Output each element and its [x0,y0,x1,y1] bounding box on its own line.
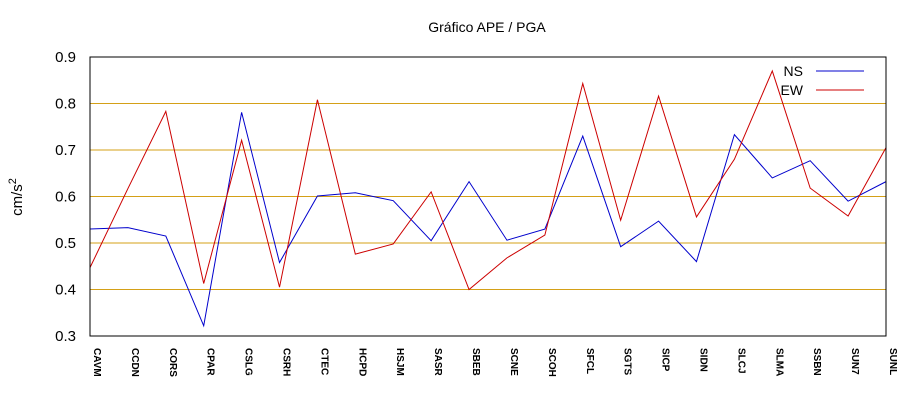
x-tick-label: SLCJ [735,348,746,374]
series-layer [89,69,887,328]
x-tick-label: CTEC [318,348,329,375]
chart-title: Gráfico APE / PGA [428,19,546,35]
x-tick-label: SUNL [887,348,898,375]
x-tick-label: SICP [660,348,671,372]
series-line-ew [89,69,887,291]
x-tick-label: SIDN [697,348,708,372]
x-axis: CAVM CCDN CORS CPAR CSLG CSRH CTEC HCPD HSJM SASR… [91,348,898,377]
x-tick-label: CPAR [205,348,216,376]
legend: NS EW [780,63,864,98]
x-tick-label: SCOH [546,348,557,377]
y-axis: 0.3 0.4 0.5 0.6 0.7 0.8 0.9 [55,49,76,345]
y-tick-label: 0.9 [55,49,76,66]
x-tick-label: SBEB [470,348,481,376]
legend-label-ns: NS [784,63,803,79]
series-line-ns [89,112,887,328]
x-tick-label: SUN7 [849,348,860,375]
y-tick-label: 0.8 [55,96,76,113]
x-tick-label: HCPD [356,348,367,376]
x-tick-label: SCNE [508,348,519,376]
x-tick-label: SLMA [773,348,784,376]
x-tick-label: HSJM [394,348,405,376]
y-axis-label: cm/s2 [7,178,26,216]
y-tick-label: 0.7 [55,142,76,159]
y-tick-label: 0.6 [55,189,76,206]
plot-frame [89,56,887,337]
x-tick-label: CSRH [281,348,292,376]
x-tick-label: CORS [167,348,178,377]
y-tick-label: 0.3 [55,328,76,345]
y-tick-label: 0.4 [55,282,76,299]
legend-label-ew: EW [780,82,803,98]
x-tick-label: SFCL [584,348,595,374]
x-tick-label: CSLG [243,348,254,376]
x-tick-label: CAVM [91,348,102,377]
x-tick-label: SASR [432,348,443,377]
x-tick-label: SSBN [811,348,822,376]
x-tick-label: SGTS [622,348,633,376]
grid [90,103,886,290]
x-tick-label: CCDN [129,348,140,377]
y-tick-label: 0.5 [55,235,76,252]
